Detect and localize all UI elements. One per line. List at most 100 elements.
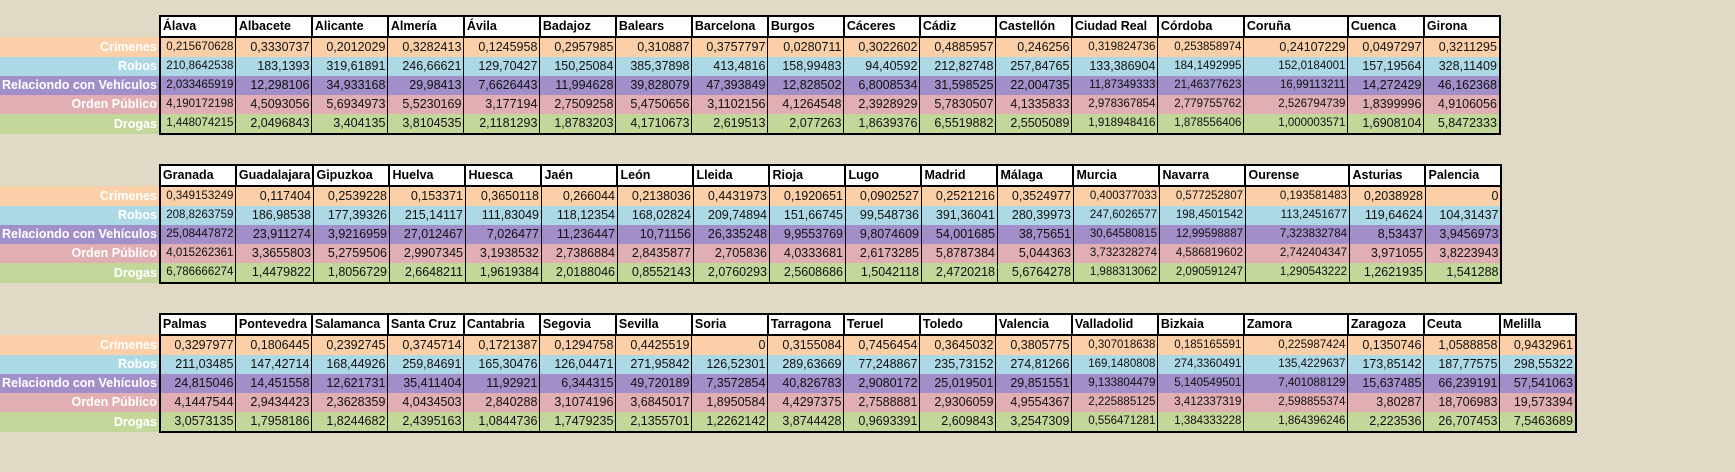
province-header[interactable]: Badajoz: [538, 15, 617, 38]
table-cell[interactable]: 0,3757797: [691, 37, 769, 57]
table-cell[interactable]: 34,933168: [311, 76, 389, 95]
province-header[interactable]: Balears: [614, 15, 693, 38]
table-cell[interactable]: 0,225987424: [1243, 335, 1349, 355]
table-cell[interactable]: 4,015262361: [158, 244, 237, 263]
table-cell[interactable]: 94,40592: [843, 57, 921, 76]
table-cell[interactable]: 1,8639376: [843, 114, 921, 135]
table-cell[interactable]: 2,0760293: [692, 263, 770, 284]
table-cell[interactable]: 0,3650118: [464, 186, 542, 206]
table-cell[interactable]: 209,74894: [692, 206, 770, 225]
table-cell[interactable]: 25,019501: [919, 374, 997, 393]
table-cell[interactable]: 119,64624: [1348, 206, 1426, 225]
table-cell[interactable]: 0,0497297: [1347, 37, 1425, 57]
table-cell[interactable]: 328,11409: [1423, 57, 1501, 76]
table-cell[interactable]: 3,404135: [311, 114, 389, 135]
table-cell[interactable]: 2,3928929: [843, 95, 921, 114]
table-cell[interactable]: 10,71156: [616, 225, 694, 244]
table-cell[interactable]: 0,577252807: [1158, 186, 1246, 206]
table-cell[interactable]: 2,9306059: [919, 393, 997, 412]
province-header[interactable]: Lugo: [844, 164, 923, 187]
table-cell[interactable]: 2,9434423: [235, 393, 313, 412]
table-cell[interactable]: 57,541063: [1499, 374, 1577, 393]
table-cell[interactable]: 3,9216959: [312, 225, 390, 244]
table-cell[interactable]: 5,044363: [996, 244, 1074, 263]
table-cell[interactable]: 289,63669: [767, 355, 845, 374]
province-header[interactable]: Jaén: [540, 164, 619, 187]
province-header[interactable]: Ceuta: [1422, 313, 1501, 336]
table-cell[interactable]: 0,4885957: [919, 37, 997, 57]
table-cell[interactable]: 0,185165591: [1157, 335, 1245, 355]
table-cell[interactable]: 177,39326: [312, 206, 390, 225]
table-cell[interactable]: 0,3645032: [919, 335, 997, 355]
table-cell[interactable]: 5,5230169: [387, 95, 465, 114]
table-cell[interactable]: 3,732328274: [1072, 244, 1160, 263]
table-cell[interactable]: 2,225885125: [1071, 393, 1159, 412]
table-cell[interactable]: 66,239191: [1423, 374, 1501, 393]
table-cell[interactable]: 257,84765: [995, 57, 1073, 76]
table-cell[interactable]: 168,02824: [616, 206, 694, 225]
table-cell[interactable]: 3,9456973: [1424, 225, 1503, 244]
table-cell[interactable]: 9,133804479: [1071, 374, 1159, 393]
table-cell[interactable]: 0,2392745: [311, 335, 389, 355]
table-cell[interactable]: 2,619513: [691, 114, 769, 135]
table-cell[interactable]: 169,1480808: [1071, 355, 1159, 374]
table-cell[interactable]: 1,541288: [1424, 263, 1503, 284]
province-header[interactable]: Guadalajara: [234, 164, 315, 187]
table-cell[interactable]: 391,36041: [920, 206, 998, 225]
province-header[interactable]: Girona: [1422, 15, 1501, 38]
table-cell[interactable]: 11,994628: [539, 76, 617, 95]
table-cell[interactable]: 126,52301: [691, 355, 769, 374]
table-cell[interactable]: 25,08447872: [158, 225, 237, 244]
province-header[interactable]: Toledo: [918, 313, 997, 336]
table-cell[interactable]: 215,14117: [388, 206, 466, 225]
table-cell[interactable]: 29,851551: [995, 374, 1073, 393]
province-header[interactable]: Palencia: [1424, 164, 1503, 187]
province-header[interactable]: Zaragoza: [1346, 313, 1425, 336]
table-cell[interactable]: 3,2547309: [995, 412, 1073, 433]
province-header[interactable]: Granada: [158, 164, 237, 187]
table-cell[interactable]: 7,323832784: [1244, 225, 1350, 244]
table-cell[interactable]: 6,8008534: [843, 76, 921, 95]
table-cell[interactable]: 12,828502: [767, 76, 845, 95]
table-cell[interactable]: 113,2451677: [1244, 206, 1350, 225]
table-cell[interactable]: 183,1393: [235, 57, 313, 76]
table-cell[interactable]: 12,99598887: [1158, 225, 1246, 244]
province-header[interactable]: Gipuzkoa: [312, 164, 391, 187]
table-cell[interactable]: 0,1294758: [539, 335, 617, 355]
table-cell[interactable]: 1,4479822: [235, 263, 314, 284]
table-cell[interactable]: 30,64580815: [1072, 225, 1160, 244]
table-cell[interactable]: 27,012467: [388, 225, 466, 244]
table-cell[interactable]: 413,4816: [691, 57, 769, 76]
province-header[interactable]: Asturias: [1348, 164, 1427, 187]
table-cell[interactable]: 1,9619384: [464, 263, 542, 284]
table-cell[interactable]: 210,8642538: [158, 57, 237, 76]
table-cell[interactable]: 9,9553769: [768, 225, 846, 244]
province-header[interactable]: Ciudad Real: [1070, 15, 1159, 38]
table-cell[interactable]: 3,80287: [1347, 393, 1425, 412]
table-cell[interactable]: 152,0184001: [1243, 57, 1349, 76]
table-cell[interactable]: 14,451558: [235, 374, 313, 393]
table-cell[interactable]: 0,3155084: [767, 335, 845, 355]
table-cell[interactable]: 11,92921: [463, 374, 541, 393]
table-cell[interactable]: 7,6626443: [463, 76, 541, 95]
table-cell[interactable]: 19,573394: [1499, 393, 1577, 412]
province-header[interactable]: Cuenca: [1346, 15, 1425, 38]
table-cell[interactable]: 211,03485: [158, 355, 237, 374]
table-cell[interactable]: 77,248867: [843, 355, 921, 374]
province-header[interactable]: Cádiz: [918, 15, 997, 38]
table-cell[interactable]: 5,4750656: [615, 95, 693, 114]
table-cell[interactable]: 259,84691: [387, 355, 465, 374]
table-cell[interactable]: 5,6764278: [996, 263, 1074, 284]
table-cell[interactable]: 2,5505089: [995, 114, 1073, 135]
province-header[interactable]: Sevilla: [614, 313, 693, 336]
table-cell[interactable]: 280,39973: [996, 206, 1074, 225]
province-header[interactable]: Huelva: [388, 164, 467, 187]
table-cell[interactable]: 18,706983: [1423, 393, 1501, 412]
table-cell[interactable]: 173,85142: [1347, 355, 1425, 374]
table-cell[interactable]: 0,3805775: [995, 335, 1073, 355]
province-header[interactable]: Almería: [386, 15, 465, 38]
table-cell[interactable]: 9,8074609: [844, 225, 922, 244]
table-cell[interactable]: 2,0188046: [540, 263, 618, 284]
table-cell[interactable]: 22,004735: [995, 76, 1073, 95]
table-cell[interactable]: 14,272429: [1347, 76, 1425, 95]
